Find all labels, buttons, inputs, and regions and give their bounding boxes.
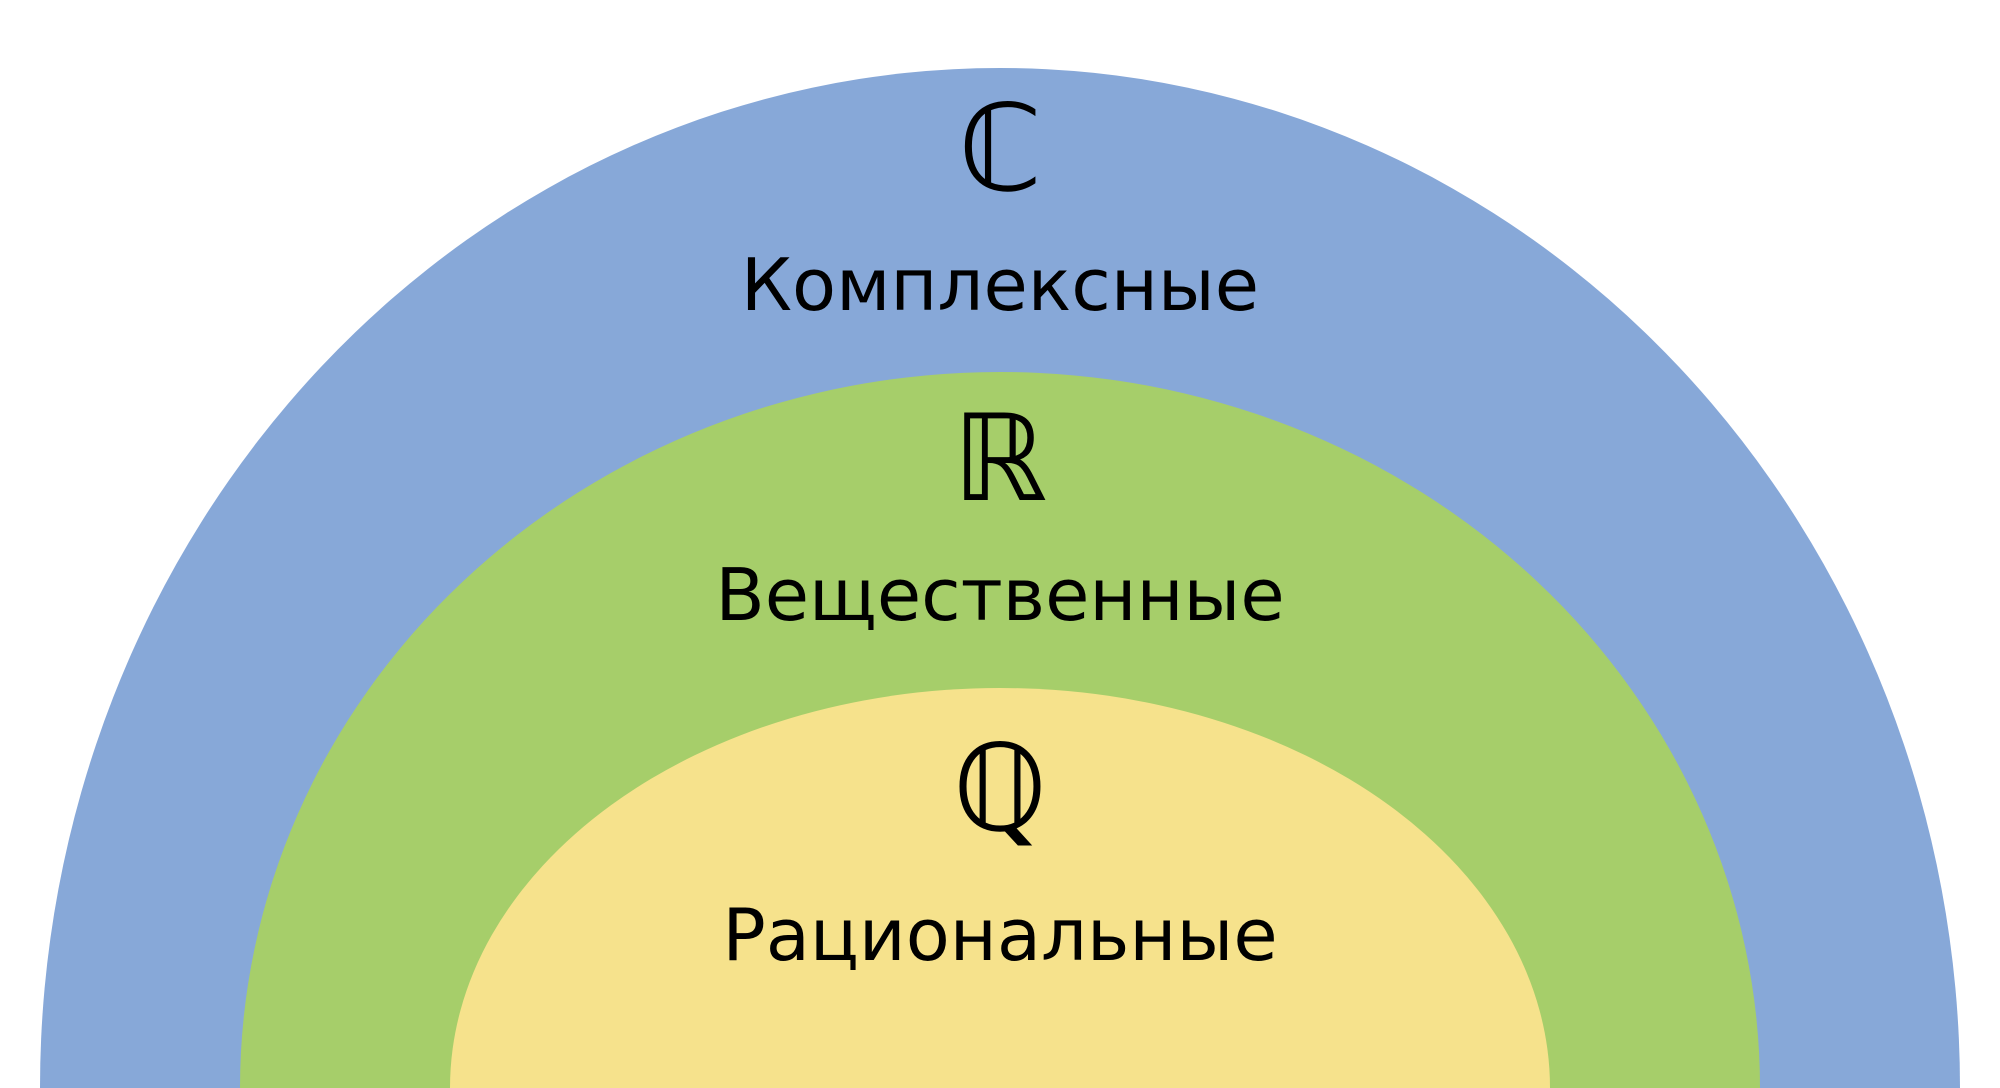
complex-label: Комплексные	[741, 243, 1259, 327]
number-sets-diagram: ℂ Комплексные ℝ Вещественные ℚ Рациональ…	[0, 0, 2000, 1088]
rational-label: Рациональные	[722, 893, 1277, 977]
real-symbol: ℝ	[952, 393, 1047, 526]
complex-symbol: ℂ	[958, 83, 1042, 216]
real-label: Вещественные	[715, 553, 1284, 637]
rational-symbol: ℚ	[953, 723, 1047, 856]
